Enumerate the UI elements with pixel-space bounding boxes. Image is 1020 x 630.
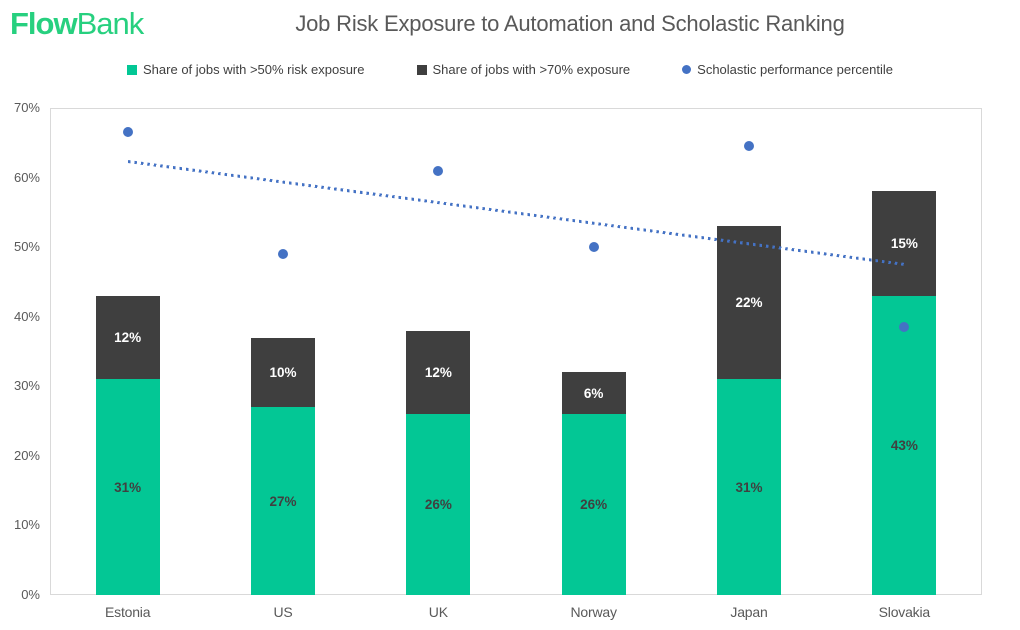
- y-axis-tick-label: 40%: [13, 308, 40, 324]
- y-axis-tick-label: 50%: [13, 239, 40, 255]
- scatter-point: [433, 165, 444, 176]
- bar-segment-risk50: 31%: [717, 379, 781, 595]
- x-axis-category-label: Slovakia: [878, 604, 931, 620]
- bar-segment-risk50: 27%: [251, 407, 315, 595]
- scatter-point: [278, 249, 288, 260]
- y-axis-tick-label: 70%: [13, 100, 40, 115]
- bar-segment-risk70: 6%: [561, 372, 626, 415]
- logo-text-bank: Bank: [76, 6, 145, 41]
- bar-segment-risk70: 22%: [717, 226, 781, 380]
- bar-segment-risk50: 43%: [872, 295, 937, 595]
- legend-item-risk70: Share of jobs with >70% exposure: [416, 62, 631, 77]
- logo-text-flow: Flow: [10, 6, 78, 41]
- bar-segment-risk50: 31%: [95, 379, 160, 595]
- bar-segment-risk70: 10%: [251, 337, 315, 408]
- legend-label-risk50: Share of jobs with >50% risk exposure: [143, 62, 365, 77]
- scatter-point: [588, 242, 599, 253]
- y-axis-tick-label: 20%: [13, 447, 40, 463]
- x-axis-category-label: Norway: [570, 604, 617, 620]
- legend-label-scholastic: Scholastic performance percentile: [697, 62, 893, 77]
- x-axis-category-label: UK: [428, 604, 448, 620]
- y-axis-tick-label: 10%: [13, 517, 40, 533]
- x-axis-category-label: US: [273, 604, 293, 620]
- legend-item-risk50: Share of jobs with >50% risk exposure: [127, 62, 365, 77]
- legend-square-dark-icon: [416, 64, 427, 75]
- legend-square-green-icon: [127, 64, 138, 75]
- chart-legend: Share of jobs with >50% risk exposure Sh…: [0, 62, 1020, 77]
- legend-item-scholastic: Scholastic performance percentile: [682, 62, 893, 77]
- scatter-point: [899, 322, 910, 333]
- y-axis-tick-label: 60%: [13, 169, 40, 185]
- scatter-point: [122, 127, 133, 138]
- scatter-point: [744, 141, 754, 152]
- y-axis-tick-label: 30%: [13, 378, 40, 394]
- bar-segment-risk50: 26%: [406, 414, 471, 595]
- y-axis-tick-label: 0%: [21, 587, 40, 602]
- bar-segment-risk50: 26%: [561, 414, 626, 595]
- legend-label-risk70: Share of jobs with >70% exposure: [432, 62, 631, 77]
- chart-title: Job Risk Exposure to Automation and Scho…: [295, 11, 845, 36]
- legend-circle-blue-icon: [682, 65, 692, 74]
- x-axis-category-label: Estonia: [105, 604, 151, 620]
- bar-segment-risk70: 15%: [872, 191, 937, 296]
- bar-segment-risk70: 12%: [406, 330, 471, 415]
- plot-area: [50, 108, 982, 595]
- x-axis-category-label: Japan: [730, 604, 768, 620]
- flowbank-logo: FlowBank: [10, 6, 145, 42]
- bar-segment-risk70: 12%: [95, 295, 160, 380]
